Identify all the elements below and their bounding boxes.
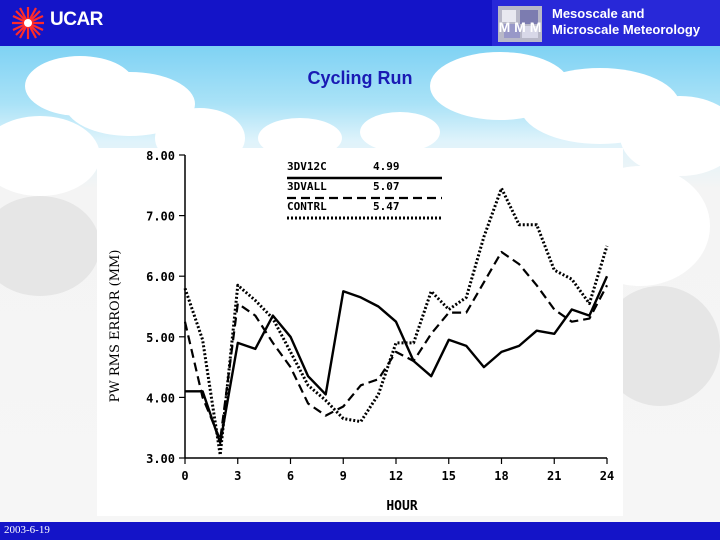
y-tick-label: 6.00 [146, 270, 175, 284]
legend-score: 4.99 [373, 160, 400, 173]
y-tick-label: 8.00 [146, 149, 175, 163]
x-tick-labels: 0 3 6 9 12 15 18 21 24 [181, 469, 614, 483]
org-name: Mesoscale and Microscale Meteorology [552, 6, 700, 38]
legend-name: 3DV12C [287, 160, 327, 173]
x-tick-label: 3 [234, 469, 241, 483]
legend-score: 5.47 [373, 200, 400, 213]
x-tick-label: 21 [547, 469, 561, 483]
y-tick-label: 5.00 [146, 331, 175, 345]
series-line-contrl [183, 186, 609, 457]
mmm-icon-letters: M M M [499, 19, 542, 35]
x-tick-label: 9 [340, 469, 347, 483]
y-tick-label: 7.00 [146, 210, 175, 224]
legend-name: CONTRL [287, 200, 327, 213]
x-tick-label: 0 [181, 469, 188, 483]
mmm-cube-icon: M M M [498, 6, 542, 42]
legend-name: 3DVALL [287, 180, 327, 193]
y-tick-labels: 3.00 4.00 5.00 6.00 7.00 8.00 [146, 149, 175, 466]
x-tick-label: 12 [389, 469, 403, 483]
series-line-3dv12c [185, 275, 609, 445]
y-axis-label: PW RMS ERROR (MM) [108, 250, 123, 403]
slide-title: Cycling Run [307, 68, 413, 88]
org-name-line2: Microscale Meteorology [552, 22, 701, 37]
header-bar: UCAR M M M Mesoscale and Microscale Mete… [0, 0, 720, 46]
org-name-line1: Mesoscale and [552, 6, 645, 21]
line-chart: 3.004.005.006.007.008.00 0 3 6 9 12 15 18 21 24 … [108, 149, 614, 514]
ucar-logo-text: UCAR [50, 9, 103, 30]
slide-date: 2003-6-19 [4, 524, 50, 536]
x-tick-label: 24 [600, 469, 614, 483]
y-tick-label: 4.00 [146, 391, 175, 405]
series-line-3dvall [183, 250, 608, 441]
footer-bar: 2003-6-19 [0, 522, 720, 540]
x-tick-label: 15 [442, 469, 456, 483]
legend-score: 5.07 [373, 180, 400, 193]
ucar-star-icon [12, 7, 44, 39]
chart-panel: 3.00 4.00 5.00 6.00 7.00 8.00 0 3 6 9 12 15 18 21 24 … [97, 148, 623, 516]
chart-legend: 3DV12C 4.99 3DVALL 5.07 CONTRL 5.47 [287, 160, 442, 220]
chart-axes [179, 154, 608, 464]
mmm-banner: M M M Mesoscale and Microscale Meteorolo… [492, 0, 720, 46]
y-tick-label: 3.00 [146, 452, 175, 466]
x-tick-label: 18 [494, 469, 508, 483]
x-tick-label: 6 [287, 469, 294, 483]
series-lines [183, 186, 609, 457]
x-axis-label: HOUR [386, 499, 417, 514]
